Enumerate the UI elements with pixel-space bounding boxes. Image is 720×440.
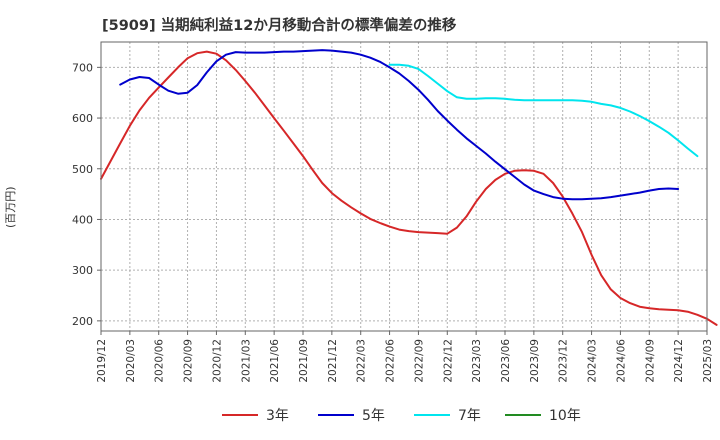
y-axis: 200 300 400 500 600 700 bbox=[72, 61, 101, 328]
y-tick-label: 200 bbox=[72, 315, 93, 328]
y-tick-label: 300 bbox=[72, 264, 93, 277]
series-line-0 bbox=[100, 50, 718, 326]
x-tick-label: 2023/09 bbox=[529, 339, 541, 383]
chart-title: [5909] 当期純利益12か月移動合計の標準偏差の推移 bbox=[102, 18, 457, 34]
x-tick-label: 2025/03 bbox=[702, 339, 714, 383]
series-lines bbox=[100, 49, 718, 326]
x-tick-label: 2021/03 bbox=[240, 339, 252, 383]
x-tick-label: 2021/12 bbox=[327, 339, 339, 383]
series-line-2 bbox=[388, 63, 699, 158]
series-line-1 bbox=[119, 49, 680, 201]
legend-swatch bbox=[222, 414, 258, 416]
legend-swatch bbox=[318, 414, 354, 416]
legend-label: 3年 bbox=[266, 408, 289, 424]
x-axis: 2019/12 2020/03 2020/06 2020/09 2020/12 2021/… bbox=[96, 331, 714, 383]
x-tick-label: 2021/09 bbox=[298, 339, 310, 383]
legend-swatch bbox=[505, 414, 541, 416]
y-tick-label: 500 bbox=[72, 163, 93, 176]
x-tick-label: 2022/12 bbox=[442, 339, 454, 383]
y-tick-label: 600 bbox=[72, 112, 93, 125]
y-tick-label: 400 bbox=[72, 213, 93, 226]
plot-frame bbox=[100, 41, 708, 332]
legend-swatch bbox=[414, 414, 450, 416]
x-tick-label: 2021/06 bbox=[269, 339, 281, 383]
y-tick-label: 700 bbox=[72, 61, 93, 74]
x-tick-label: 2024/09 bbox=[644, 339, 656, 383]
legend-label: 5年 bbox=[362, 408, 385, 424]
x-tick-label: 2023/12 bbox=[558, 339, 570, 383]
x-tick-label: 2023/03 bbox=[471, 339, 483, 383]
legend: 3年 5年 7年 10年 bbox=[0, 404, 720, 428]
x-tick-label: 2022/06 bbox=[385, 339, 397, 383]
x-tick-label: 2024/12 bbox=[673, 339, 685, 383]
x-tick-label: 2022/03 bbox=[356, 339, 368, 383]
line-chart: 200 300 400 500 600 700 2019/12 2020/03 2020/06… bbox=[72, 41, 718, 383]
x-tick-label: 2024/03 bbox=[587, 339, 599, 383]
legend-label: 10年 bbox=[549, 408, 581, 424]
grid bbox=[100, 42, 708, 331]
x-tick-label: 2024/06 bbox=[615, 339, 627, 383]
legend-label: 7年 bbox=[458, 408, 481, 424]
x-tick-label: 2023/06 bbox=[500, 339, 512, 383]
x-tick-label: 2020/03 bbox=[125, 339, 137, 383]
x-tick-label: 2020/09 bbox=[183, 339, 195, 383]
x-tick-label: 2019/12 bbox=[96, 339, 108, 383]
x-tick-label: 2022/09 bbox=[413, 339, 425, 383]
x-tick-label: 2020/12 bbox=[211, 339, 223, 383]
x-tick-label: 2020/06 bbox=[154, 339, 166, 383]
